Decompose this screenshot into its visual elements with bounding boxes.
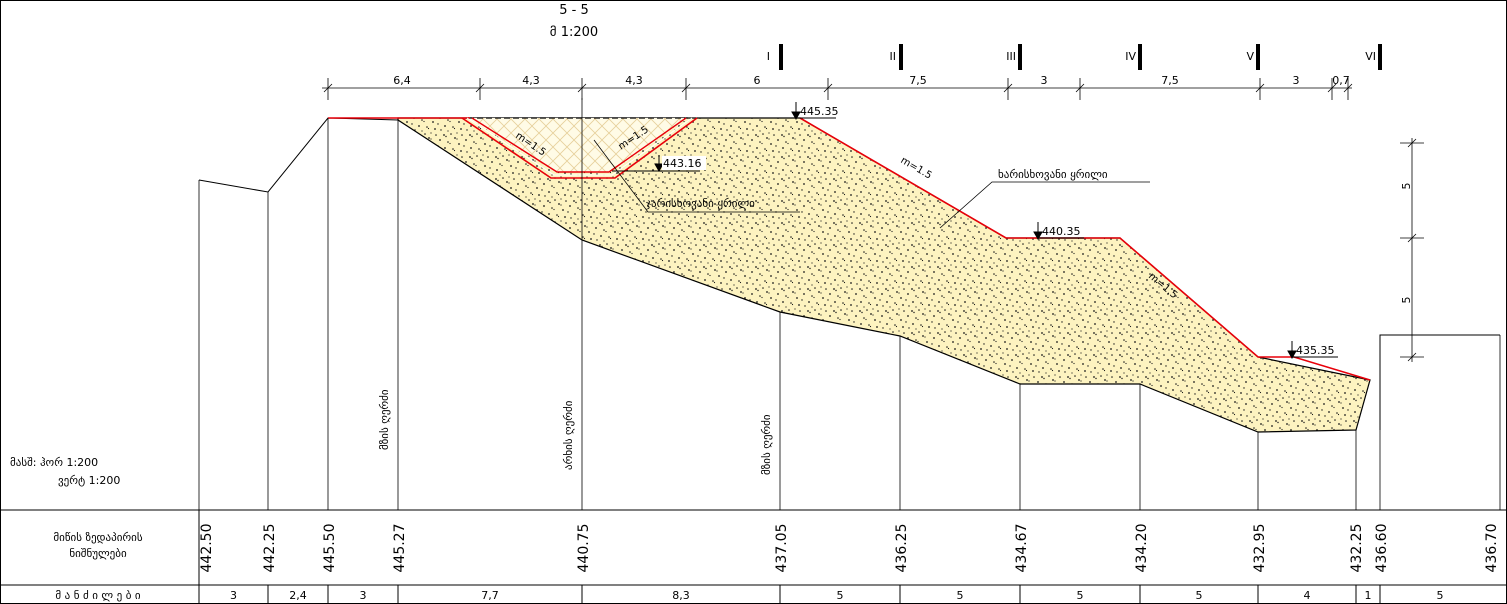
section-scale: მ 1:200 bbox=[550, 25, 598, 40]
mark-II: II bbox=[890, 50, 897, 63]
table-header-ground-2: ნიშნულები bbox=[69, 547, 127, 560]
mark-V: V bbox=[1246, 50, 1254, 63]
material-leader-upper bbox=[593, 139, 800, 213]
dim-3: 4,3 bbox=[625, 74, 643, 87]
elevation-445-35: 445.35 bbox=[800, 105, 839, 118]
axis-label-right: მზის ღერძი bbox=[760, 414, 773, 475]
ground-elevation-value: 434.67 bbox=[1014, 524, 1030, 573]
channel-lining-gap bbox=[466, 117, 693, 176]
dim-2: 4,3 bbox=[522, 74, 540, 87]
elevation-bg-443 bbox=[662, 156, 706, 170]
ground-elevation-value: 442.25 bbox=[262, 524, 278, 573]
ground-elevation-value: 432.95 bbox=[1252, 524, 1268, 573]
axis-label-channel: არხის ღერძი bbox=[562, 400, 575, 470]
section-title: 5 - 5 bbox=[559, 3, 589, 18]
channel-lining-outer bbox=[461, 117, 698, 179]
dim-5: 7,5 bbox=[909, 74, 927, 87]
ground-elevation-value: 437.05 bbox=[774, 524, 790, 573]
ground-line-left bbox=[198, 117, 399, 193]
distance-value: 7,7 bbox=[481, 589, 499, 602]
ground-elevation-value: 432.25 bbox=[1349, 524, 1365, 573]
distance-value: 5 bbox=[1196, 589, 1203, 602]
distance-value: 5 bbox=[837, 589, 844, 602]
distance-value: 2,4 bbox=[289, 589, 307, 602]
ground-elevation-value: 440.75 bbox=[576, 524, 592, 573]
elevation-443-16: 443.16 bbox=[663, 157, 702, 170]
elevation-435-35: 435.35 bbox=[1296, 344, 1335, 357]
material-label-main: ხარისხოვანი ყრილი bbox=[998, 168, 1108, 181]
dim-1: 6,4 bbox=[393, 74, 411, 87]
ground-elevation-value: 445.50 bbox=[322, 524, 338, 573]
section-marks bbox=[779, 44, 1382, 70]
table-header-distances: მ ა ნ ძ ი ლ ე ბ ი bbox=[55, 589, 140, 602]
distance-value: 5 bbox=[1077, 589, 1084, 602]
distance-values: 3 2,4 3 7,7 8,3 5 5 5 5 4 1 5 bbox=[230, 589, 1444, 602]
ground-elevation-value: 436.70 bbox=[1484, 524, 1500, 573]
dim-4: 6 bbox=[754, 74, 761, 87]
ground-elevation-value: 436.60 bbox=[1374, 524, 1390, 573]
data-table-grid bbox=[0, 509, 1507, 604]
dim-9: 0,7 bbox=[1332, 74, 1350, 87]
dim-8: 3 bbox=[1293, 74, 1300, 87]
material-label-upper: ჯარისხოვანი ყრილი bbox=[646, 197, 755, 210]
mark-VI: VI bbox=[1365, 50, 1376, 63]
mark-I: I bbox=[767, 50, 770, 63]
ground-elevation-value: 442.50 bbox=[199, 524, 215, 573]
ground-elevation-values: 442.50 442.25 445.50 445.27 440.75 437.05 436.… bbox=[199, 524, 1500, 573]
channel-lining-inner bbox=[471, 117, 687, 173]
ground-elevation-value: 434.20 bbox=[1134, 524, 1150, 573]
axis-label-left: მზის ღერძი bbox=[378, 389, 391, 450]
ground-elevation-value: 445.27 bbox=[392, 524, 408, 573]
scale-note-horizontal: მასშ: ჰორ 1:200 bbox=[10, 456, 98, 469]
distance-value: 1 bbox=[1365, 589, 1372, 602]
dim-6: 3 bbox=[1041, 74, 1048, 87]
embankment-fill bbox=[397, 117, 1371, 433]
table-header-ground-1: მიწის ზედაპირის bbox=[53, 531, 142, 544]
right-dim-upper: 5 bbox=[1400, 183, 1413, 190]
scale-note-vertical: ვერტ 1:200 bbox=[58, 474, 120, 487]
ground-elevation-value: 436.25 bbox=[894, 524, 910, 573]
material-leader-main bbox=[939, 181, 1150, 229]
ground-line-right bbox=[1379, 334, 1500, 430]
right-dim-lower: 5 bbox=[1400, 297, 1413, 304]
distance-value: 5 bbox=[957, 589, 964, 602]
mark-IV: IV bbox=[1125, 50, 1136, 63]
distance-value: 5 bbox=[1437, 589, 1444, 602]
slope-line-red bbox=[799, 117, 1371, 381]
station-lines bbox=[198, 98, 1501, 510]
dim-7: 7,5 bbox=[1161, 74, 1179, 87]
distance-value: 3 bbox=[360, 589, 367, 602]
mark-III: III bbox=[1006, 50, 1016, 63]
dimension-line bbox=[322, 78, 1353, 100]
elevation-440-35: 440.35 bbox=[1042, 225, 1081, 238]
distance-value: 3 bbox=[230, 589, 237, 602]
distance-value: 4 bbox=[1304, 589, 1311, 602]
channel-core bbox=[468, 118, 688, 172]
elevation-markers bbox=[612, 102, 1338, 360]
right-dimension bbox=[1400, 138, 1424, 362]
distance-value: 8,3 bbox=[672, 589, 690, 602]
